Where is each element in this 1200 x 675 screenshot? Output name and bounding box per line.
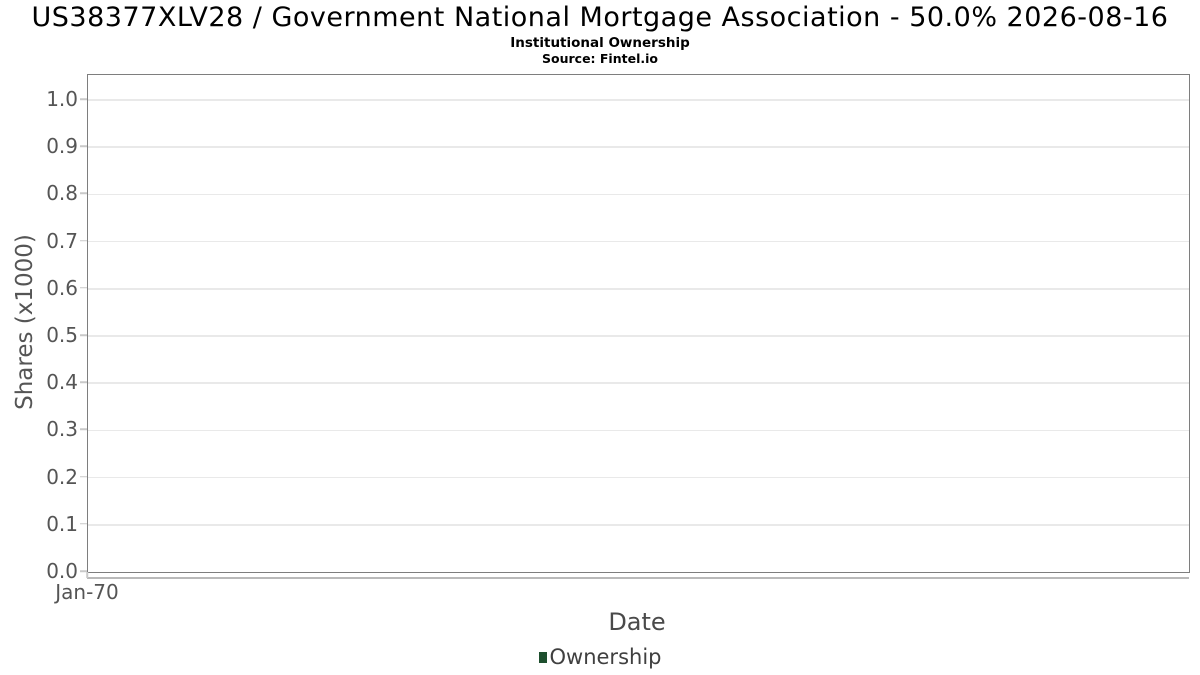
y-tick-mark [80,381,87,383]
y-tick-mark [80,523,87,525]
y-tick-label: 0.4 [46,370,78,395]
y-tick-label: 0.2 [46,464,78,489]
y-tick-label: 0.8 [46,181,78,206]
y-tick-label: 0.1 [46,511,78,536]
chart-source-attribution: Source: Fintel.io [542,51,658,66]
x-tick-label: Jan-70 [55,580,119,604]
y-tick-mark [80,428,87,431]
y-tick-label: 0.5 [46,323,78,347]
y-tick-mark [80,570,87,572]
chart-subtitle: Institutional Ownership [510,35,690,51]
x-axis-title: Date [608,608,666,636]
gridline [88,240,1189,243]
y-tick-mark [80,334,87,336]
x-axis-line [87,577,1189,579]
gridline [88,429,1189,432]
legend-series-marker [538,652,547,664]
y-tick-label: 1.0 [46,87,78,111]
gridline [88,99,1189,101]
y-tick-label: 0.7 [46,228,78,253]
gridline [88,146,1189,148]
y-tick-mark [80,145,87,147]
y-tick-label: 0.3 [46,417,78,442]
legend-entry: Ownership [538,645,662,670]
gridline [88,335,1189,337]
y-tick-mark [80,192,87,195]
gridline [88,382,1189,384]
y-tick-mark [80,98,87,100]
gridline [88,193,1189,196]
y-tick-label: 0.6 [46,275,78,300]
y-tick-mark [80,475,87,478]
gridline [88,524,1189,526]
y-tick-label: 0.0 [46,559,78,583]
y-tick-mark [80,287,87,289]
y-tick-label: 0.9 [46,134,78,159]
chart-title: US38377XLV28 / Government National Mortg… [31,2,1169,33]
gridline [88,288,1189,290]
gridline [88,476,1189,479]
x-tick-mark [86,572,88,578]
legend-series-label: Ownership [549,645,662,669]
plot-area [87,74,1190,573]
chart-legend: Ownership [0,645,1200,670]
y-tick-mark [80,239,87,242]
